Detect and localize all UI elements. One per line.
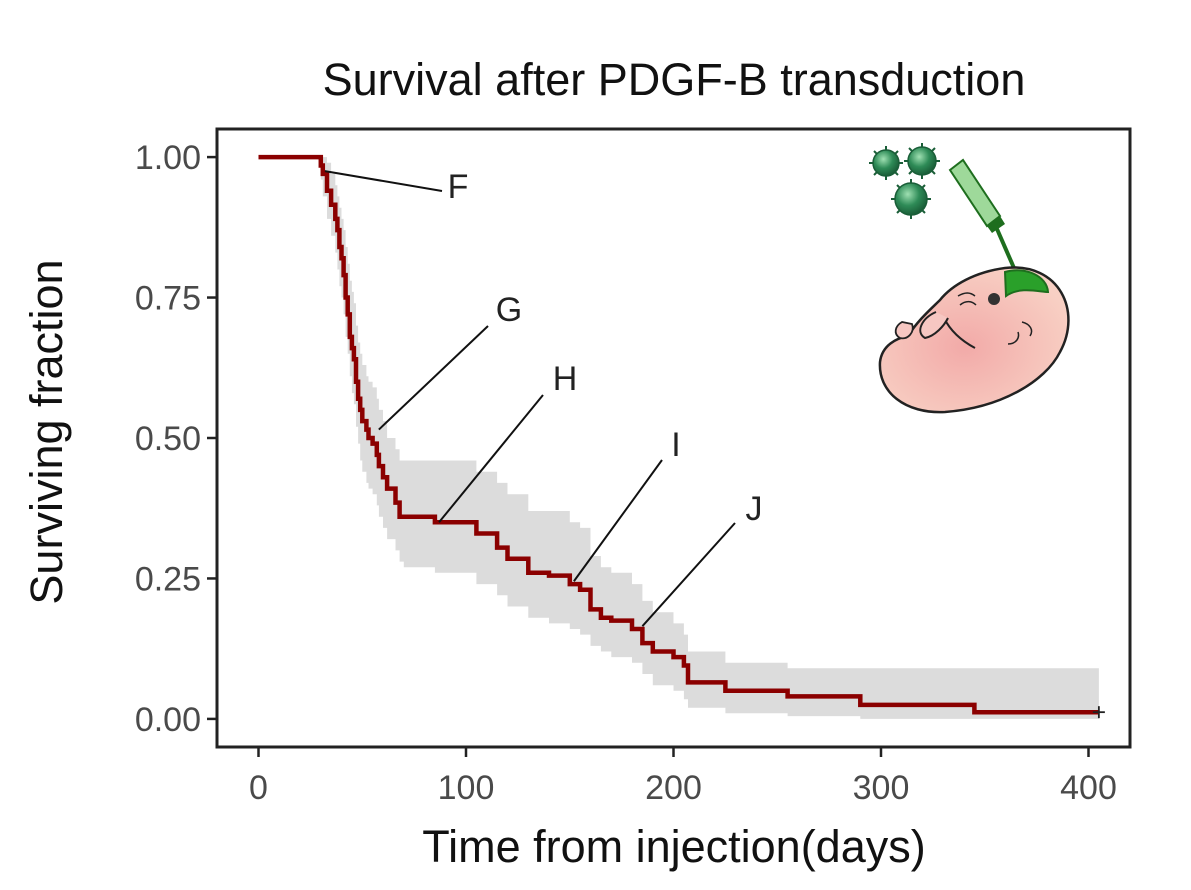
y-tick-label: 0.75	[135, 280, 201, 318]
embryo-icon	[878, 266, 1070, 414]
virus-icon	[891, 179, 931, 219]
x-tick-label: 400	[1060, 769, 1117, 807]
annotation-h: H	[438, 360, 578, 523]
chart-title: Survival after PDGF-B transduction	[323, 54, 1026, 105]
x-tick-label: 200	[645, 769, 702, 807]
syringe-icon	[948, 158, 1016, 269]
survival-curve-layer	[258, 154, 1105, 719]
y-tick-label: 1.00	[135, 139, 201, 177]
annotation-label: H	[553, 360, 578, 398]
annotation-j: J	[641, 490, 763, 627]
annotation-layer: F GH I J	[324, 168, 763, 627]
y-axis-label: Surviving fraction	[21, 259, 72, 604]
survival-step-line	[258, 154, 1099, 715]
x-tick-label: 100	[438, 769, 495, 807]
y-tick-label: 0.25	[135, 560, 201, 598]
x-tick-label: 300	[853, 769, 910, 807]
annotation-label: J	[746, 490, 763, 528]
annotation-label: I	[671, 426, 680, 464]
axis-layer: 0 100 200 300 400 0.00 0.25 0.50 0.75 1.00	[135, 139, 1117, 807]
censor-mark	[1092, 706, 1105, 719]
annotation-f: F	[324, 168, 469, 206]
annotation-label: G	[496, 291, 522, 329]
annotation-label: F	[448, 168, 469, 206]
annotation-i: I	[573, 426, 681, 582]
virus-icon	[904, 143, 940, 179]
virus-icon	[869, 146, 903, 180]
y-tick-label: 0.50	[135, 420, 201, 458]
x-tick-label: 0	[249, 769, 268, 807]
y-tick-label: 0.00	[135, 701, 201, 739]
embryo-injection-illustration	[869, 143, 1070, 414]
annotation-g: G	[378, 291, 522, 431]
x-axis-label: Time from injection(days)	[422, 821, 925, 872]
